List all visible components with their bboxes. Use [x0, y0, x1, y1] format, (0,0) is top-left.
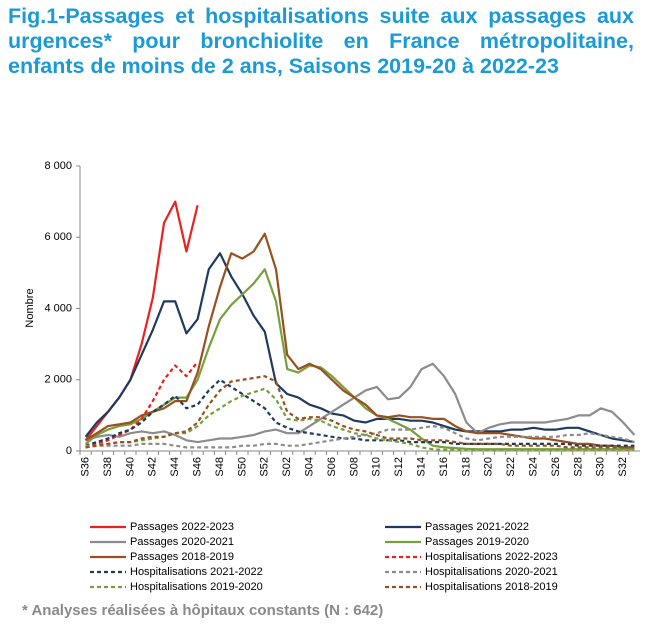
x-tick-label: S46	[192, 457, 204, 477]
legend-label: Hospitalisations 2022-2023	[425, 551, 558, 563]
legend-label: Hospitalisations 2018-2019	[425, 581, 558, 593]
y-tick-label: 0	[66, 445, 72, 457]
x-tick-label: S42	[147, 457, 159, 477]
x-tick-label: S30	[595, 457, 607, 477]
series-line	[85, 425, 635, 449]
x-tick-label: S48	[214, 457, 226, 477]
y-axis-label: Nombre	[24, 288, 36, 327]
legend-label: Passages 2019-2020	[425, 536, 529, 548]
legend-label: Passages 2020-2021	[130, 536, 234, 548]
x-tick-label: S16	[438, 457, 450, 477]
series-line	[85, 362, 636, 444]
legend-label: Hospitalisations 2020-2021	[425, 566, 558, 578]
legend-label: Hospitalisations 2021-2022	[130, 566, 263, 578]
series-line	[85, 361, 199, 449]
x-tick-label: S50	[236, 457, 248, 477]
series-line	[85, 378, 635, 447]
x-tick-label: S26	[550, 457, 562, 477]
x-tick-label: S40	[124, 457, 136, 477]
x-tick-label: S44	[169, 457, 181, 477]
y-tick-label: 2 000	[44, 374, 72, 386]
x-tick-label: S52	[259, 457, 271, 477]
y-tick-label: 6 000	[44, 231, 72, 243]
x-tick-label: S28	[572, 457, 584, 477]
x-tick-label: S02	[281, 457, 293, 477]
x-tick-label: S20	[483, 457, 495, 477]
footnote: * Analyses réalisées à hôpitaux constant…	[22, 602, 384, 619]
x-tick-label: S22	[505, 457, 517, 477]
series-line	[85, 232, 635, 449]
x-tick-label: S04	[304, 457, 316, 477]
series-line	[84, 252, 635, 444]
x-tick-label: S24	[528, 457, 540, 477]
y-tick-label: 8 000	[44, 160, 72, 172]
x-tick-label: S14	[416, 457, 428, 477]
series-line	[85, 375, 635, 449]
legend-label: Passages 2018-2019	[130, 551, 234, 563]
legend-label: Passages 2022-2023	[130, 521, 234, 533]
chart-title: Fig.1-Passages et hospitalisations suite…	[8, 4, 634, 78]
x-tick-label: S08	[348, 457, 360, 477]
legend-label: Hospitalisations 2019-2020	[130, 581, 263, 593]
x-tick-label: S06	[326, 457, 338, 477]
x-tick-label: S12	[393, 457, 405, 477]
x-tick-label: S36	[80, 457, 92, 477]
x-tick-label: S32	[617, 457, 629, 477]
series-line	[84, 200, 199, 441]
x-tick-label: S18	[460, 457, 472, 477]
legend-label: Passages 2021-2022	[425, 521, 529, 533]
x-tick-label: S10	[371, 457, 383, 477]
y-tick-label: 4 000	[44, 302, 72, 314]
x-tick-label: S38	[102, 457, 114, 477]
